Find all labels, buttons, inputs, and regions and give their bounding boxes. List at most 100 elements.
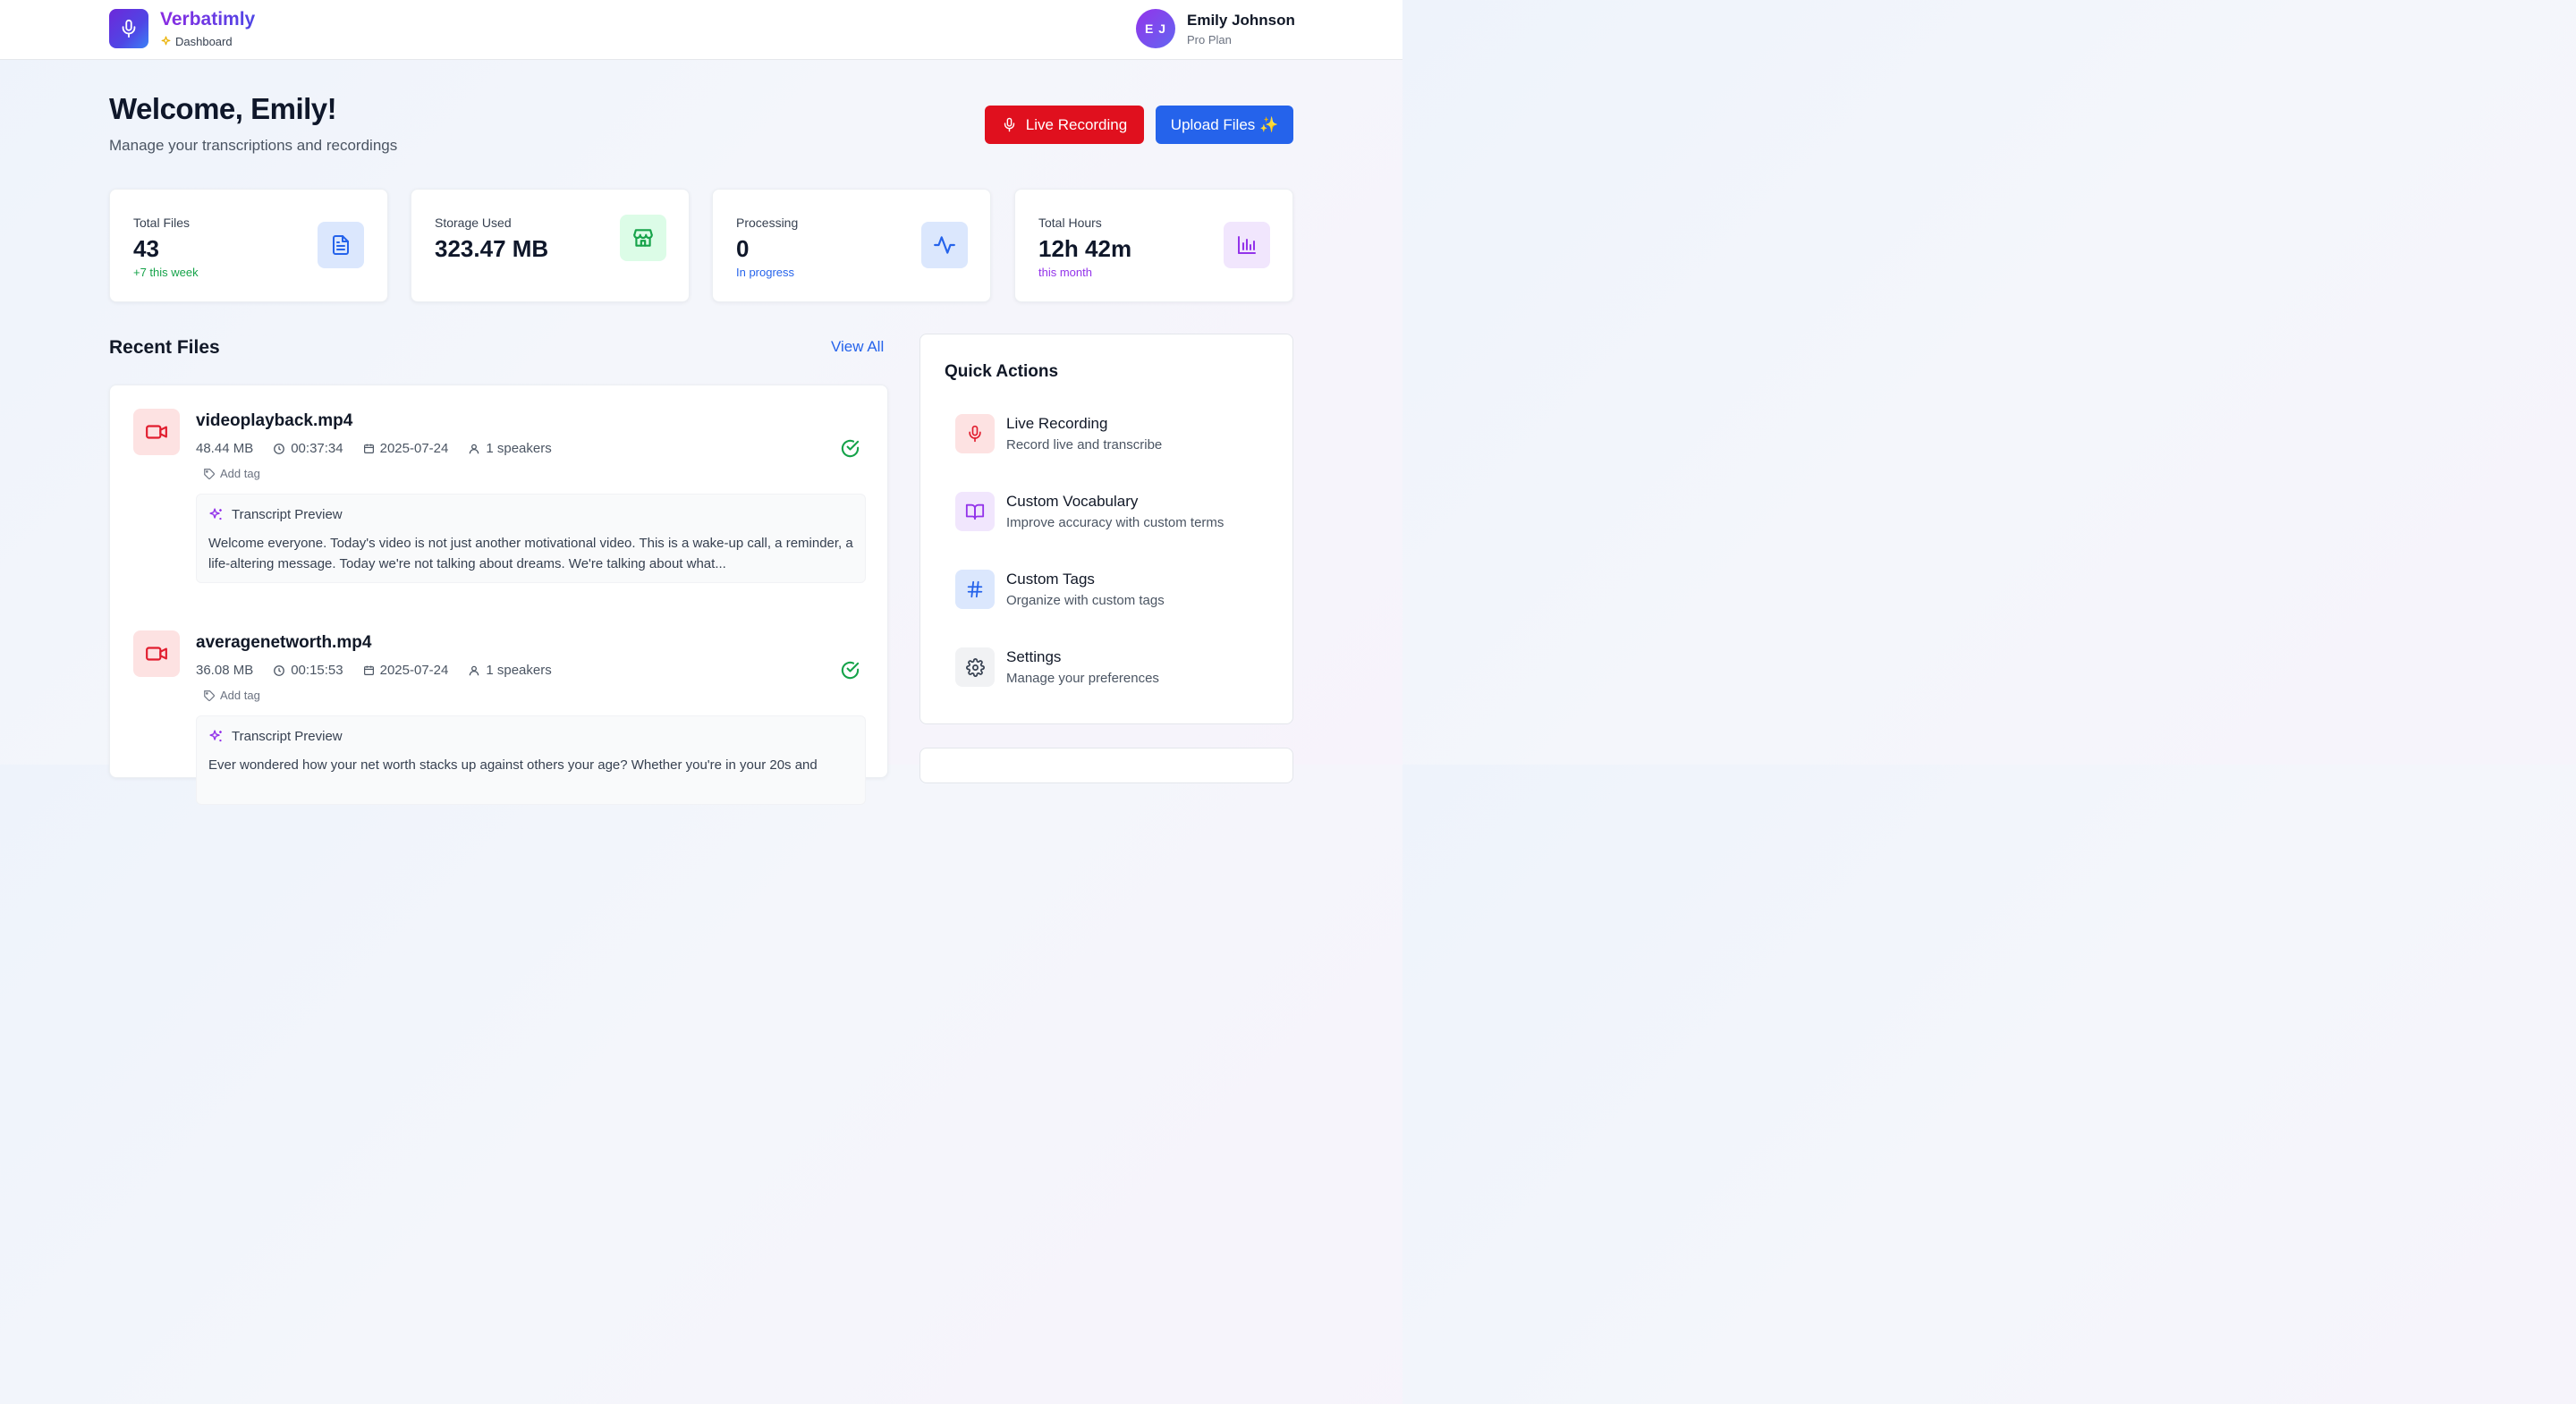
video-file-icon [133, 409, 180, 455]
clock-icon [274, 443, 285, 454]
file-date: 2025-07-24 [363, 441, 449, 456]
clock-icon [274, 664, 285, 676]
section-label: Dashboard [175, 35, 233, 48]
stat-label: Total Hours [1038, 216, 1102, 230]
stat-card-processing: Processing 0 In progress [712, 189, 991, 302]
preview-text: Ever wondered how your net worth stacks … [208, 757, 818, 773]
quick-action-live-recording[interactable]: Live Recording Record live and transcrib… [955, 413, 1277, 458]
file-meta: 48.44 MB 00:37:34 2025-07-24 1 speakers [196, 441, 572, 456]
preview-label: Transcript Preview [232, 507, 343, 522]
stat-value: 0 [736, 235, 750, 262]
file-text-icon [318, 222, 364, 268]
file-size: 36.08 MB [196, 663, 254, 678]
activity-icon [921, 222, 968, 268]
tag-icon [204, 468, 215, 479]
quick-action-custom-vocabulary[interactable]: Custom Vocabulary Improve accuracy with … [955, 491, 1277, 536]
live-recording-label: Live Recording [1025, 115, 1128, 133]
secondary-panel [919, 748, 1293, 783]
user-name[interactable]: Emily Johnson [1187, 12, 1295, 29]
upload-files-label: Upload Files ✨ [1170, 115, 1279, 133]
hash-icon [955, 570, 995, 609]
page-title: Welcome, Emily! [109, 92, 337, 125]
quick-action-desc: Organize with custom tags [1006, 593, 1165, 608]
stat-note: this month [1038, 266, 1092, 279]
calendar-icon [363, 444, 374, 453]
quick-action-desc: Manage your preferences [1006, 671, 1159, 686]
add-tag-button[interactable]: Add tag [203, 467, 260, 480]
add-tag-label: Add tag [220, 467, 260, 480]
user-plan: Pro Plan [1187, 33, 1232, 47]
preview-text: Welcome everyone. Today's video is not j… [208, 536, 853, 571]
file-name[interactable]: averagenetworth.mp4 [196, 633, 372, 652]
sparkle-icon [161, 36, 171, 46]
sparkles-icon [209, 730, 222, 742]
date-value: 2025-07-24 [379, 663, 449, 678]
recent-files-title: Recent Files [109, 337, 220, 358]
sparkles-icon [209, 508, 222, 520]
speakers-value: 1 speakers [486, 663, 552, 678]
quick-actions-panel: Quick Actions Live Recording Record live… [919, 334, 1293, 724]
bar-chart-icon [1224, 222, 1270, 268]
stat-value: 12h 42m [1038, 235, 1132, 262]
preview-label: Transcript Preview [232, 729, 343, 744]
quick-action-label: Custom Tags [1006, 571, 1095, 588]
gear-icon [955, 647, 995, 687]
brand-name[interactable]: Verbatimly [160, 9, 256, 30]
quick-actions-title: Quick Actions [945, 362, 1059, 381]
file-size: 48.44 MB [196, 441, 254, 456]
mic-icon [955, 414, 995, 453]
check-circle-icon [841, 661, 860, 680]
user-icon [470, 665, 479, 675]
duration-value: 00:15:53 [291, 663, 343, 678]
transcript-preview[interactable]: Transcript Preview Welcome everyone. Tod… [196, 494, 866, 583]
file-date: 2025-07-24 [363, 663, 449, 678]
transcript-preview[interactable]: Transcript Preview Ever wondered how you… [196, 715, 866, 805]
upload-files-button[interactable]: Upload Files ✨ [1156, 106, 1293, 144]
date-value: 2025-07-24 [379, 441, 449, 456]
add-tag-label: Add tag [220, 689, 260, 702]
recent-files-list: videoplayback.mp4 48.44 MB 00:37:34 2025… [109, 385, 888, 805]
stat-note: In progress [736, 266, 795, 279]
quick-action-label: Live Recording [1006, 415, 1108, 432]
calendar-icon [363, 665, 374, 675]
book-icon [955, 492, 995, 531]
duration-value: 00:37:34 [291, 441, 343, 456]
quick-action-custom-tags[interactable]: Custom Tags Organize with custom tags [955, 569, 1277, 613]
transcript-preview-header: Transcript Preview [208, 729, 343, 744]
view-all-link[interactable]: View All [831, 338, 885, 355]
file-meta: 36.08 MB 00:15:53 2025-07-24 1 speakers [196, 663, 572, 678]
file-name[interactable]: videoplayback.mp4 [196, 411, 353, 430]
stat-note: +7 this week [133, 266, 199, 279]
file-speakers: 1 speakers [468, 441, 552, 456]
file-duration: 00:15:53 [273, 663, 343, 678]
stat-value: 323.47 MB [435, 235, 549, 262]
quick-action-settings[interactable]: Settings Manage your preferences [955, 647, 1277, 691]
live-recording-button[interactable]: Live Recording [985, 106, 1144, 144]
quick-action-label: Settings [1006, 648, 1062, 665]
stat-value: 43 [133, 235, 159, 262]
quick-action-label: Custom Vocabulary [1006, 493, 1139, 510]
mic-icon [122, 19, 136, 38]
stat-card-storage: Storage Used 323.47 MB [411, 189, 690, 302]
speakers-value: 1 speakers [486, 441, 552, 456]
mic-icon [1004, 117, 1014, 132]
stat-label: Processing [736, 216, 799, 230]
file-duration: 00:37:34 [273, 441, 343, 456]
page-subtitle: Manage your transcriptions and recording… [109, 137, 398, 154]
breadcrumb: Dashboard [160, 35, 233, 48]
stat-card-total-files: Total Files 43 +7 this week [109, 189, 388, 302]
video-file-icon [133, 630, 180, 677]
top-bar: Verbatimly Dashboard E J Emily Johnson P… [0, 0, 1402, 60]
stat-label: Total Files [133, 216, 191, 230]
avatar[interactable]: E J [1136, 9, 1175, 48]
app-logo[interactable] [109, 9, 148, 48]
tag-icon [204, 689, 215, 701]
stat-label: Storage Used [435, 216, 512, 230]
user-icon [470, 444, 479, 453]
quick-action-desc: Improve accuracy with custom terms [1006, 515, 1224, 530]
check-circle-icon [841, 439, 860, 458]
transcript-preview-header: Transcript Preview [208, 507, 343, 522]
storage-icon [620, 215, 666, 261]
stat-card-total-hours: Total Hours 12h 42m this month [1014, 189, 1293, 302]
add-tag-button[interactable]: Add tag [203, 689, 260, 702]
